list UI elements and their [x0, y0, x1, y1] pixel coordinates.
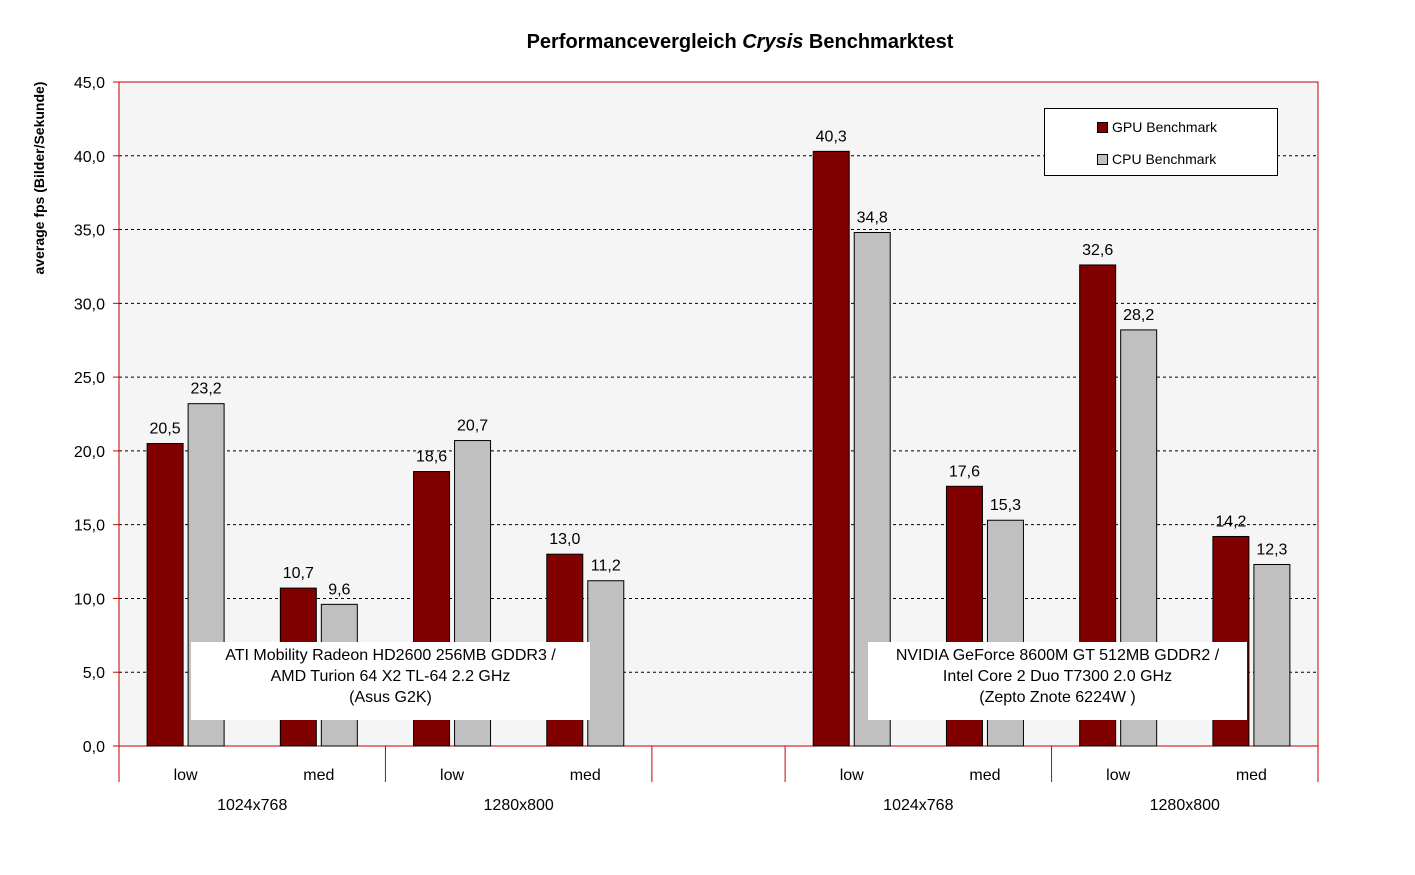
x-group-label: 1024x768: [217, 797, 287, 814]
y-tick-label: 15,0: [74, 518, 105, 535]
annotation-nvidia-line: NVIDIA GeForce 8600M GT 512MB GDDR2 /: [895, 647, 1220, 664]
data-label-gpu: 20,5: [150, 421, 181, 438]
y-tick-label: 35,0: [74, 223, 105, 240]
legend-swatch-cpu: [1097, 153, 1108, 165]
data-label-cpu: 12,3: [1256, 542, 1287, 559]
annotation-ati-line: AMD Turion 64 X2 TL-64 2.2 GHz: [270, 668, 511, 685]
legend-label-cpu: CPU Benchmark: [1112, 151, 1217, 167]
plot-area: [119, 82, 1318, 746]
y-tick-label: 5,0: [83, 665, 105, 682]
x-category-label: med: [303, 767, 334, 784]
y-tick-label: 10,0: [74, 591, 105, 608]
chart-title: Performancevergleich Crysis Benchmarktes…: [526, 31, 954, 53]
annotation-ati: ATI Mobility Radeon HD2600 256MB GDDR3 /…: [191, 642, 590, 720]
y-tick-label: 20,0: [74, 444, 105, 461]
legend-label-gpu: GPU Benchmark: [1112, 119, 1218, 135]
data-label-gpu: 32,6: [1082, 242, 1113, 259]
data-label-cpu: 15,3: [990, 497, 1021, 514]
bar-gpu: [812, 150, 850, 747]
legend-item-gpu: GPU Benchmark: [1097, 119, 1217, 135]
x-group-label: 1024x768: [883, 797, 953, 814]
plot-border: [118, 81, 1319, 747]
bar-gpu: [146, 443, 184, 747]
data-label-gpu: 13,0: [549, 531, 580, 548]
x-category-label: med: [1236, 767, 1267, 784]
data-label-gpu: 17,6: [949, 463, 980, 480]
y-tick-label: 25,0: [74, 370, 105, 387]
y-axis-label: average fps (Bilder/Sekunde): [31, 81, 47, 275]
data-label-cpu: 11,2: [591, 558, 621, 575]
y-tick-label: 40,0: [74, 149, 105, 166]
y-tick-label: 0,0: [83, 739, 105, 756]
x-category-label: low: [174, 767, 198, 784]
bar-cpu: [587, 580, 625, 747]
data-label-cpu: 9,6: [328, 581, 350, 598]
x-category-label: low: [1106, 767, 1130, 784]
data-label-gpu: 18,6: [416, 449, 447, 466]
annotation-ati-line: ATI Mobility Radeon HD2600 256MB GDDR3 /: [225, 647, 556, 664]
y-tick-label: 30,0: [74, 296, 105, 313]
annotation-nvidia: NVIDIA GeForce 8600M GT 512MB GDDR2 / In…: [868, 642, 1247, 720]
data-label-gpu: 10,7: [283, 565, 314, 582]
annotation-ati-line: (Asus G2K): [349, 689, 432, 706]
x-group-label: 1280x800: [484, 797, 554, 814]
y-tick-label: 45,0: [74, 75, 105, 92]
legend-item-cpu: CPU Benchmark: [1097, 151, 1216, 167]
x-category-label: med: [570, 767, 601, 784]
data-label-cpu: 34,8: [857, 210, 888, 227]
legend-swatch-gpu: [1097, 121, 1108, 133]
data-label-gpu: 14,2: [1215, 513, 1246, 530]
data-label-cpu: 23,2: [191, 381, 222, 398]
annotation-nvidia-line: (Zepto Znote 6224W ): [979, 689, 1136, 706]
data-label-gpu: 40,3: [816, 128, 847, 145]
data-label-cpu: 28,2: [1123, 307, 1154, 324]
bar-cpu: [1253, 564, 1291, 747]
x-category-label: low: [840, 767, 864, 784]
x-category-label: low: [440, 767, 464, 784]
x-group-label: 1280x800: [1150, 797, 1220, 814]
annotation-nvidia-line: Intel Core 2 Duo T7300 2.0 GHz: [942, 668, 1173, 685]
x-category-label: med: [969, 767, 1000, 784]
data-label-cpu: 20,7: [457, 418, 488, 435]
legend: GPU Benchmark CPU Benchmark: [1044, 108, 1278, 176]
